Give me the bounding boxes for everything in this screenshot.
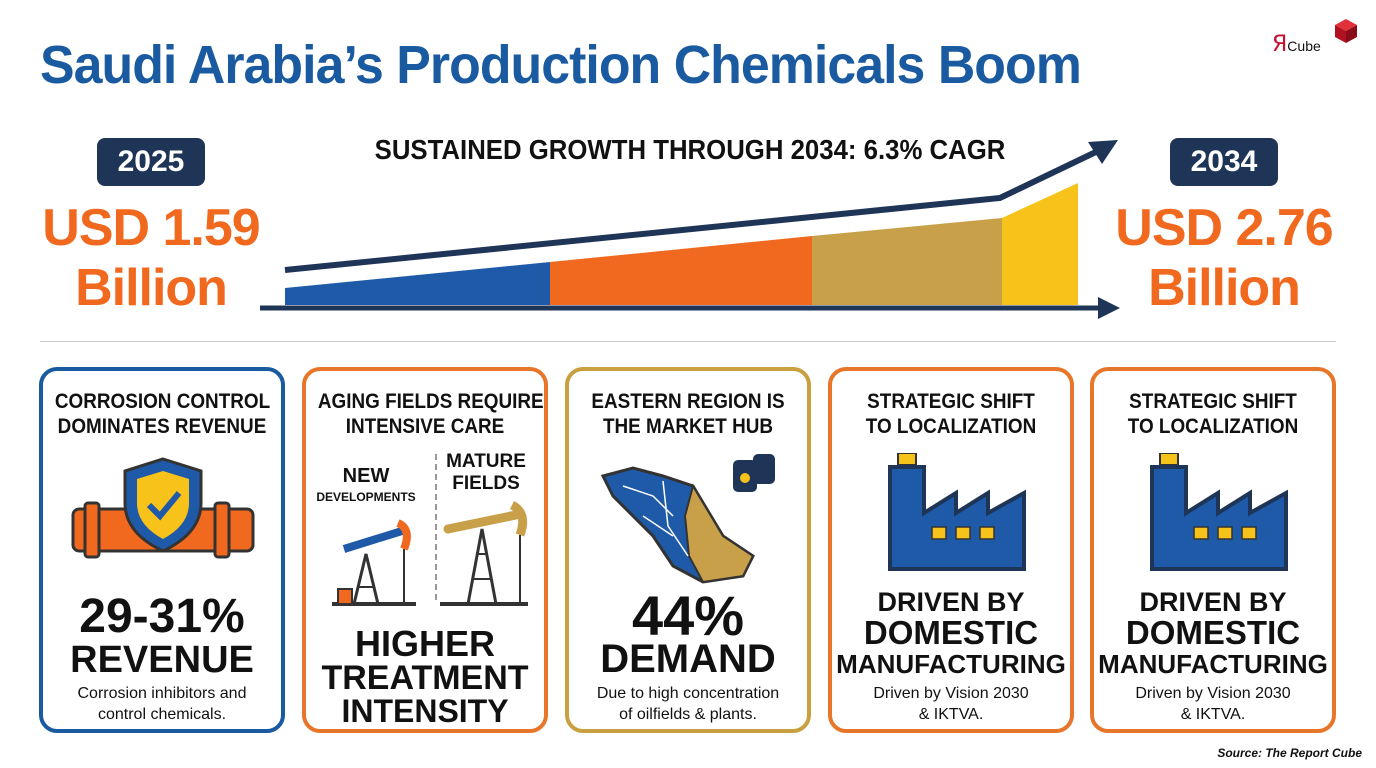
- card-title: EASTERN REGION IS: [591, 390, 785, 413]
- card-headline: MANUFACTURING: [836, 649, 1066, 679]
- card: CORROSION CONTROL DOMINATES REVENUE 29-3…: [39, 367, 285, 733]
- card-note: Driven by Vision 2030: [873, 685, 1029, 702]
- card-title: AGING FIELDS REQUIRE: [317, 390, 544, 413]
- card-title: STRATEGIC SHIFT: [1129, 390, 1297, 413]
- card-title: TO LOCALIZATION: [1127, 415, 1299, 438]
- card-note: & IKTVA.: [1180, 706, 1246, 723]
- card-headline: TREATMENT: [321, 659, 529, 697]
- map-icon: [600, 454, 775, 584]
- card-note: of oilfields & plants.: [619, 706, 757, 723]
- end-value: USD 2.76: [1115, 199, 1333, 257]
- card: EASTERN REGION IS THE MARKET HUB 44% DEM…: [565, 367, 811, 733]
- card-headline: 29-31%: [79, 590, 245, 643]
- card-title: THE MARKET HUB: [602, 415, 774, 438]
- card-note: control chemicals.: [97, 706, 227, 723]
- card-headline: DRIVEN BY: [1139, 587, 1287, 617]
- start-year: 2025: [97, 138, 205, 186]
- card-headline: DOMESTIC: [863, 614, 1039, 651]
- card-title: INTENSIVE CARE: [345, 415, 505, 438]
- card: STRATEGIC SHIFT TO LOCALIZATION DRIVEN B…: [1090, 367, 1336, 733]
- card-title: DOMINATES REVENUE: [57, 415, 267, 438]
- growth-graphic: [260, 140, 1120, 319]
- divider: [40, 341, 1336, 342]
- field-label: FIELDS: [452, 473, 520, 494]
- card-headline: INTENSITY: [341, 693, 509, 729]
- card-title: STRATEGIC SHIFT: [867, 390, 1035, 413]
- logo-text: Cube: [1287, 38, 1321, 54]
- field-label: NEW: [342, 465, 390, 487]
- title: Saudi Arabia’s Production Chemicals Boom: [40, 35, 1082, 95]
- card-note: & IKTVA.: [918, 706, 984, 723]
- card-headline: 44%: [631, 584, 745, 647]
- pipe-shield-icon: [71, 457, 255, 559]
- end-unit: Billion: [1148, 259, 1301, 317]
- oil-pump-icon: [332, 454, 528, 606]
- growth-headline: SUSTAINED GROWTH THROUGH 2034: 6.3% CAGR: [374, 134, 1006, 165]
- start-value: USD 1.59: [42, 199, 260, 257]
- card-headline: DOMESTIC: [1125, 614, 1301, 651]
- card-headline: DRIVEN BY: [877, 587, 1025, 617]
- field-label: DEVELOPMENTS: [316, 490, 416, 504]
- card-headline: HIGHER: [354, 623, 495, 664]
- card-headline: DEMAND: [600, 637, 776, 681]
- field-label: MATURE: [446, 451, 526, 472]
- card-headline: REVENUE: [70, 639, 254, 681]
- card-title: TO LOCALIZATION: [865, 415, 1037, 438]
- factory-icon: [1150, 453, 1288, 571]
- card-note: Due to high concentration: [596, 685, 780, 702]
- card-note: Driven by Vision 2030: [1135, 685, 1291, 702]
- card: STRATEGIC SHIFT TO LOCALIZATION DRIVEN B…: [828, 367, 1074, 733]
- card-headline: MANUFACTURING: [1098, 649, 1328, 679]
- end-year: 2034: [1170, 138, 1278, 186]
- source: Source: The Report Cube: [1217, 746, 1362, 760]
- start-unit: Billion: [75, 259, 228, 317]
- logo-cube: [1335, 19, 1357, 43]
- logo: ЯCube: [1272, 32, 1321, 57]
- logo-mark: Я: [1272, 32, 1288, 57]
- card: AGING FIELDS REQUIRE INTENSIVE CARE NEW …: [302, 367, 548, 733]
- factory-icon: [888, 453, 1026, 571]
- card-note: Corrosion inhibitors and: [77, 685, 247, 702]
- card-title: CORROSION CONTROL: [54, 390, 271, 413]
